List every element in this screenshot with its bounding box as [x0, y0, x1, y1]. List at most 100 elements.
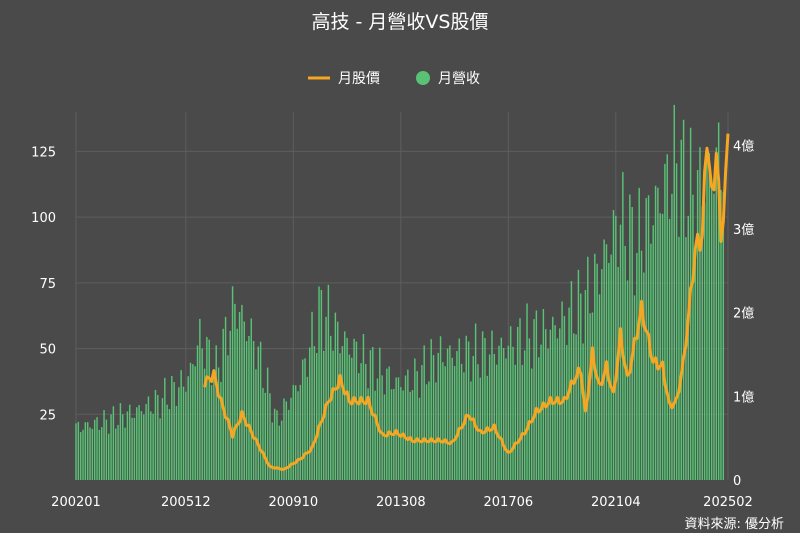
- revenue-bar: [477, 364, 479, 480]
- right-axis-tick-label: 3億: [733, 222, 754, 238]
- revenue-bar: [418, 397, 421, 480]
- revenue-bar: [596, 263, 598, 480]
- revenue-bar: [182, 386, 185, 480]
- left-axis-tick-label: 100: [31, 211, 56, 226]
- revenue-bar: [164, 377, 166, 480]
- revenue-bar: [381, 375, 383, 480]
- revenue-bar: [105, 419, 108, 480]
- revenue-bar: [439, 336, 442, 480]
- revenue-bar: [185, 391, 187, 480]
- revenue-bar: [175, 405, 178, 480]
- revenue-bar: [273, 408, 276, 480]
- revenue-bar: [650, 243, 652, 480]
- revenue-bar: [533, 319, 535, 480]
- revenue-bar: [133, 417, 136, 480]
- revenue-bar: [652, 225, 654, 480]
- revenue-bar: [290, 397, 292, 480]
- revenue-bar: [79, 432, 82, 480]
- revenue-bar: [152, 413, 154, 480]
- price-line-path: [203, 133, 730, 472]
- revenue-bar: [519, 318, 521, 480]
- revenue-bar: [397, 377, 400, 480]
- revenue-bar: [320, 289, 323, 480]
- revenue-bar: [145, 404, 147, 480]
- revenue-bar: [435, 382, 437, 480]
- revenue-bar: [407, 369, 409, 480]
- revenue-bar: [208, 339, 210, 480]
- x-axis-tick-label: 201706: [484, 495, 534, 510]
- revenue-bar: [638, 187, 640, 480]
- revenue-bar: [703, 202, 706, 480]
- revenue-bar: [86, 422, 89, 480]
- revenue-bar: [308, 347, 311, 480]
- revenue-bar: [636, 252, 638, 480]
- x-axis-tick-label: 200910: [269, 495, 319, 510]
- revenue-bar: [717, 122, 720, 480]
- revenue-bar: [140, 411, 143, 480]
- revenue-bar: [280, 420, 283, 480]
- revenue-bar: [89, 427, 91, 480]
- revenue-bar: [645, 198, 647, 480]
- revenue-bar: [484, 338, 486, 480]
- revenue-bar: [201, 348, 203, 480]
- x-axis-ticks: 200201 200512 200910 201308 201706 202104 2025…: [51, 495, 753, 510]
- revenue-bar: [491, 330, 493, 480]
- revenue-bar: [115, 428, 117, 480]
- revenue-bar: [136, 407, 138, 480]
- revenue-bar: [675, 163, 678, 480]
- revenue-bar: [344, 331, 346, 480]
- revenue-bar: [82, 429, 84, 480]
- revenue-bar: [696, 170, 699, 481]
- revenue-bar: [404, 375, 407, 480]
- left-axis-tick-label: 50: [39, 343, 56, 358]
- revenue-bar: [91, 428, 94, 480]
- revenue-bar: [278, 425, 281, 480]
- revenue-bar: [252, 341, 255, 480]
- revenue-bar: [264, 392, 267, 480]
- revenue-bar: [547, 348, 549, 480]
- revenue-bar: [339, 353, 341, 480]
- revenue-bar: [112, 406, 115, 480]
- legend-revenue-swatch: [416, 71, 430, 85]
- revenue-bar: [587, 256, 589, 480]
- revenue-bar: [189, 362, 192, 480]
- revenue-bar: [315, 352, 318, 480]
- revenue-bar: [502, 347, 505, 480]
- revenue-bar: [126, 411, 129, 480]
- revenue-bar: [122, 414, 124, 480]
- revenue-bar: [666, 154, 668, 480]
- right-axis-tick-label: 0: [733, 474, 741, 489]
- revenue-bar: [706, 156, 708, 481]
- price-line: [203, 133, 730, 472]
- revenue-bar: [243, 321, 245, 480]
- revenue-bar: [124, 427, 126, 480]
- revenue-bar: [292, 384, 295, 480]
- right-axis-tick-label: 2億: [733, 306, 754, 322]
- left-axis-tick-label: 25: [39, 408, 56, 423]
- revenue-bar: [138, 405, 140, 480]
- x-axis-tick-label: 202104: [591, 495, 641, 510]
- revenue-bar: [577, 269, 580, 480]
- revenue-bar: [692, 194, 694, 480]
- revenue-bar: [255, 369, 257, 480]
- revenue-bar: [610, 254, 612, 480]
- revenue-bar: [633, 295, 636, 480]
- revenue-bar: [680, 139, 682, 480]
- revenue-bar: [318, 286, 320, 480]
- revenue-bar: [411, 390, 414, 480]
- revenue-bar: [512, 346, 514, 480]
- right-axis-ticks: 0 1億 2億 3億 4億: [733, 138, 754, 489]
- x-axis-tick-label: 200512: [161, 495, 211, 510]
- left-axis-tick-label: 75: [39, 277, 56, 292]
- revenue-bar: [601, 269, 603, 480]
- revenue-bar: [369, 350, 372, 480]
- revenue-bar: [710, 181, 713, 480]
- revenue-bar: [449, 345, 451, 480]
- revenue-bar: [337, 321, 339, 480]
- revenue-bar: [432, 355, 435, 480]
- chart-title: 高技 - 月營收VS股價: [312, 11, 489, 33]
- revenue-bar: [668, 218, 671, 480]
- revenue-bar: [131, 417, 133, 480]
- revenue-bar: [210, 385, 213, 480]
- revenue-bar: [682, 119, 685, 480]
